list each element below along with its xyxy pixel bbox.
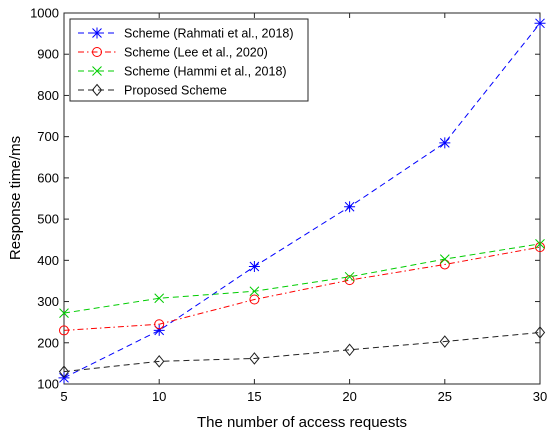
data-point-marker <box>439 259 450 270</box>
data-point-marker <box>91 83 103 97</box>
data-point-marker <box>92 47 102 57</box>
data-point-marker <box>439 137 451 149</box>
x-tick-label: 25 <box>438 389 452 404</box>
y-tick-label: 600 <box>37 170 59 185</box>
data-point-marker <box>153 324 165 336</box>
data-point-marker <box>248 261 260 273</box>
legend-entry: Scheme (Rahmati et al., 2018) <box>78 27 294 41</box>
series-2 <box>59 238 545 318</box>
data-point-marker <box>154 293 165 304</box>
legend-entry: Scheme (Lee et al., 2020) <box>78 46 268 60</box>
series-line <box>63 22 541 379</box>
series-line <box>63 243 541 314</box>
y-axis-label: Response time/ms <box>7 136 24 260</box>
y-tick-label: 300 <box>37 294 59 309</box>
data-point-marker <box>534 17 546 29</box>
data-point-marker <box>249 352 260 365</box>
series-3 <box>58 326 546 378</box>
data-point-marker <box>249 294 260 305</box>
y-tick-label: 1000 <box>30 6 59 21</box>
x-tick-label: 15 <box>247 389 261 404</box>
y-tick-label: 700 <box>37 129 59 144</box>
data-point-marker <box>91 27 103 39</box>
data-point-marker <box>58 365 70 378</box>
y-tick-label: 200 <box>37 335 59 350</box>
y-tick-label: 400 <box>37 253 59 268</box>
legend-label: Scheme (Hammi et al., 2018) <box>124 65 287 79</box>
x-tick-label: 10 <box>152 389 166 404</box>
data-point-marker <box>534 326 546 339</box>
data-point-marker <box>59 325 69 336</box>
x-axis-label: The number of access requests <box>197 414 407 431</box>
data-point-marker <box>344 271 355 282</box>
data-point-marker <box>154 355 165 368</box>
y-tick-label: 100 <box>37 377 59 392</box>
series-1 <box>59 242 545 336</box>
data-point-marker <box>249 286 260 297</box>
data-point-marker <box>92 66 102 76</box>
x-tick-label: 20 <box>342 389 356 404</box>
y-tick-label: 500 <box>37 212 59 227</box>
data-point-marker <box>439 254 450 264</box>
x-tick-label: 5 <box>60 389 67 404</box>
legend-label: Scheme (Rahmati et al., 2018) <box>124 27 294 41</box>
data-point-marker <box>344 275 355 286</box>
data-point-marker <box>59 308 69 318</box>
data-point-marker <box>535 238 545 249</box>
legend-label: Proposed Scheme <box>124 84 227 98</box>
data-point-marker <box>344 343 355 357</box>
x-tick-label: 30 <box>533 389 547 404</box>
y-tick-label: 900 <box>37 47 59 62</box>
data-point-marker <box>535 242 545 253</box>
legend-entry: Proposed Scheme <box>78 84 227 98</box>
legend-label: Scheme (Lee et al., 2020) <box>124 46 268 60</box>
data-point-marker <box>344 201 356 213</box>
y-tick-label: 800 <box>37 88 59 103</box>
data-point-marker <box>154 319 165 330</box>
legend-entry: Scheme (Hammi et al., 2018) <box>78 65 287 79</box>
data-point-marker <box>439 335 450 348</box>
